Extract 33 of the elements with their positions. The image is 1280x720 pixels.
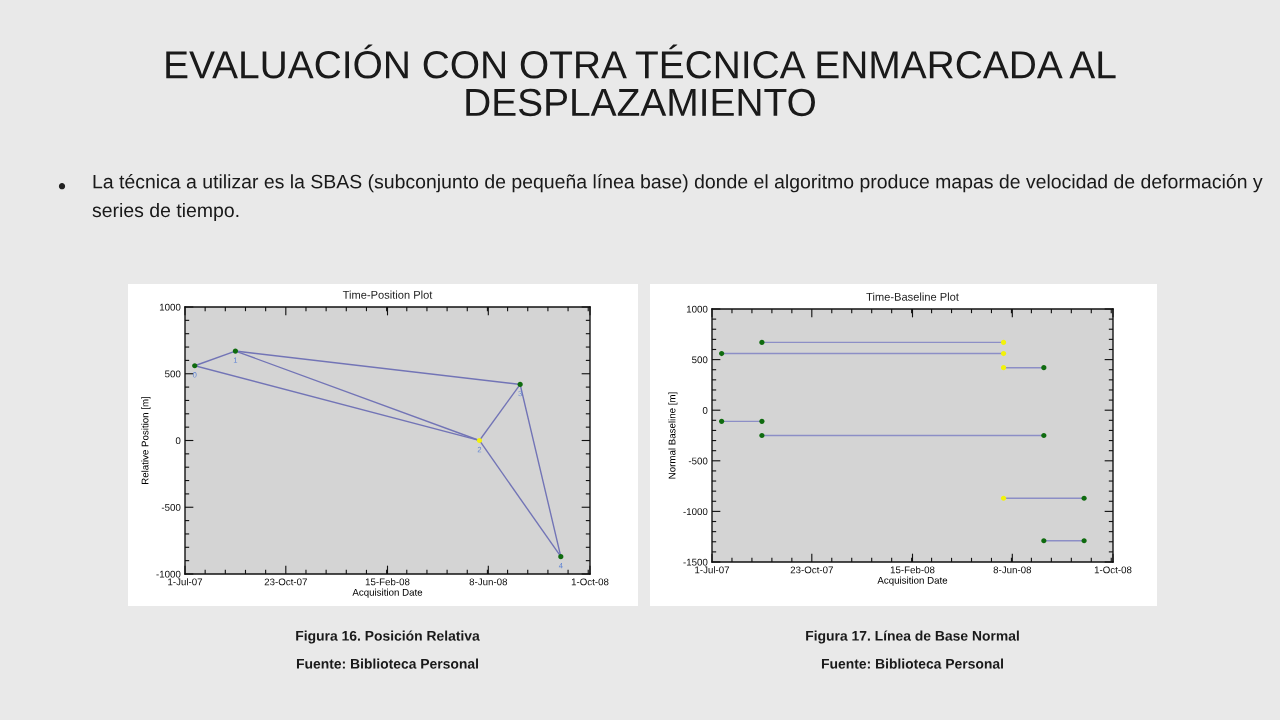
y-tick-label: 500 (692, 356, 708, 364)
y-tick-label: 1000 (686, 305, 708, 313)
y-tick-label: -1000 (683, 508, 708, 516)
x-tick-label: 1-Jul-07 (695, 566, 730, 574)
text: EVALUACIÓN CON OTRA TÉCNICA ENMARCADA AL DESPLAZAMIENTO (166, 44, 1116, 117)
chart-title: Time-Position Plot (342, 290, 433, 299)
text: Figura 17. Línea de Base Normal (806, 630, 1019, 644)
x-tick-label: 15-Feb-08 (365, 578, 410, 586)
x-tick-label: 1-Jul-07 (168, 578, 203, 586)
x-tick-label: 8-Jun-08 (469, 578, 508, 586)
y-tick-label: -500 (688, 457, 708, 465)
y-tick-label: 0 (175, 437, 181, 445)
y-tick-label: -1500 (683, 558, 708, 566)
x-tick-label: 23-Oct-07 (790, 566, 833, 574)
y-tick-label: 500 (165, 370, 181, 378)
text: Figura 16. Posición Relativa (296, 630, 480, 644)
source-note: Fuente: Biblioteca Personal (821, 658, 1003, 669)
x-tick-label: 23-Oct-07 (264, 578, 307, 586)
x-tick-label: 8-Jun-08 (993, 566, 1032, 574)
x-axis-title: Acquisition Date (352, 588, 423, 598)
y-tick-label: 1000 (159, 303, 181, 311)
source-note: Fuente: Biblioteca Personal (296, 658, 478, 669)
x-tick-label: 1-Oct-08 (1094, 566, 1132, 574)
y-axis-title: Normal Baseline [m] (668, 392, 678, 479)
chart-title: Time-Baseline Plot (866, 292, 959, 301)
x-tick-label: 15-Feb-08 (890, 566, 935, 574)
y-tick-label: -1000 (156, 570, 181, 578)
y-tick-label: 0 (702, 406, 708, 414)
x-tick-label: 1-Oct-08 (571, 578, 609, 586)
y-axis-title: Relative Position [m] (141, 396, 151, 485)
text: La técnica a utilizar es la SBAS (subconjunto de pequeña línea base) donde el algoritmo produce mapas de velocidad de deformación y series de tiempo. (92, 174, 1263, 222)
y-tick-label: -500 (161, 503, 181, 511)
x-axis-title: Acquisition Date (877, 576, 948, 586)
